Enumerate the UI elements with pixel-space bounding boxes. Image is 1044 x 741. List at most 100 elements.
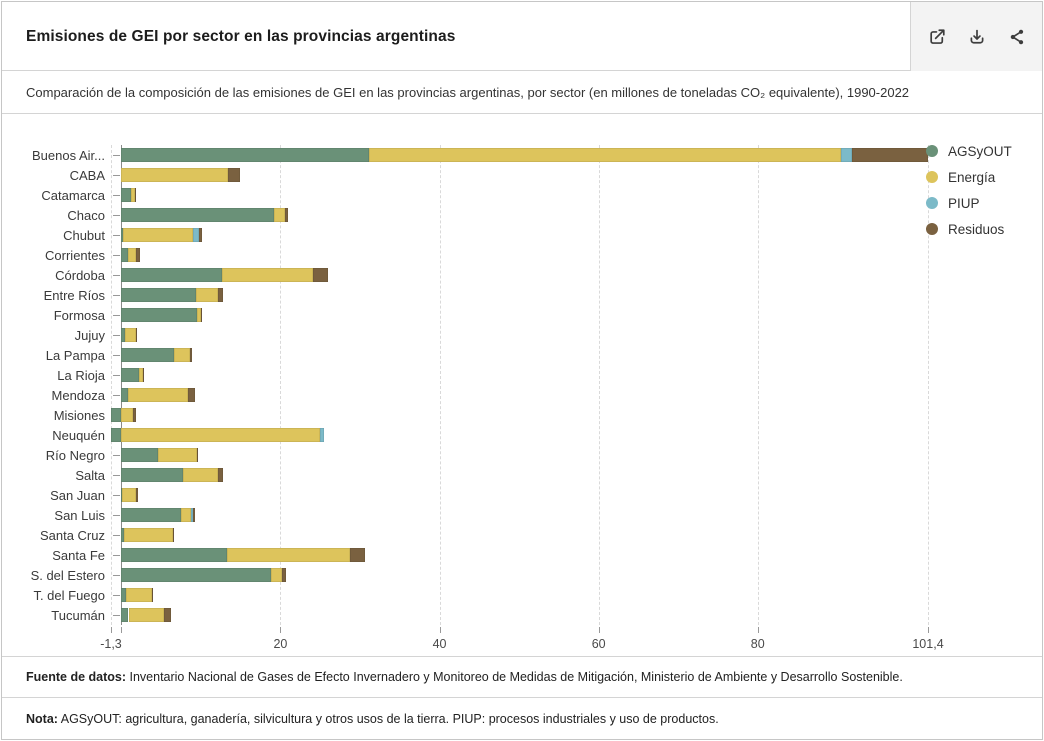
bar-segment-Residuos[interactable] [192, 508, 195, 522]
bar-segment-Energía[interactable] [368, 148, 842, 162]
bar-segment-Residuos[interactable] [218, 468, 224, 482]
bar-segment-PIUP[interactable] [191, 508, 193, 522]
bar-segment-AGSyOUT[interactable] [121, 208, 275, 222]
y-axis-tick [113, 495, 120, 496]
bar-segment-Energía[interactable] [270, 568, 282, 582]
bar-segment-PIUP[interactable] [192, 228, 200, 242]
row-label: Neuquén [52, 428, 105, 443]
bar-segment-Residuos[interactable] [188, 388, 196, 402]
bar-segment-Energía[interactable] [122, 488, 136, 502]
bar-segment-Energía[interactable] [122, 228, 193, 242]
bar-segment-AGSyOUT[interactable] [121, 188, 131, 202]
bar-segment-Residuos[interactable] [164, 608, 171, 622]
bar-segment-PIUP[interactable] [841, 148, 853, 162]
bar-segment-Residuos[interactable] [349, 548, 365, 562]
y-axis-tick [113, 535, 120, 536]
y-axis-tick [113, 255, 120, 256]
bar-segment-AGSyOUT[interactable] [121, 308, 197, 322]
row-label: Salta [75, 468, 105, 483]
bar-segment-Energía[interactable] [125, 328, 136, 342]
bar-segment-AGSyOUT[interactable] [121, 248, 128, 262]
bar-segment-Energía[interactable] [128, 608, 165, 622]
external-link-icon [929, 28, 945, 44]
bar-segment-AGSyOUT[interactable] [121, 368, 139, 382]
bar-segment-Residuos[interactable] [196, 448, 199, 462]
download-button[interactable] [966, 26, 988, 48]
bar-segment-Residuos[interactable] [285, 208, 289, 222]
y-axis-tick [113, 175, 120, 176]
row-label: S. del Estero [30, 568, 105, 583]
bar-segment-AGSyOUT[interactable] [121, 448, 158, 462]
bar-segment-Energía[interactable] [173, 348, 190, 362]
bar-segment-Residuos[interactable] [142, 368, 144, 382]
bar-segment-Residuos[interactable] [134, 188, 137, 202]
bar-segment-Residuos[interactable] [313, 268, 329, 282]
bar-segment-Energía[interactable] [221, 268, 314, 282]
bar-segment-Energía[interactable] [196, 308, 202, 322]
legend-swatch [926, 197, 938, 209]
bar-segment-AGSyOUT[interactable] [121, 488, 123, 502]
bar-segment-Energía[interactable] [196, 288, 219, 302]
bar-segment-AGSyOUT[interactable] [121, 228, 123, 242]
legend-label: AGSyOUT [948, 143, 1012, 159]
bar-segment-AGSyOUT[interactable] [121, 328, 126, 342]
y-axis-tick [113, 375, 120, 376]
row-label: Tucumán [51, 608, 105, 623]
bar-segment-AGSyOUT[interactable] [121, 388, 128, 402]
bar-segment-AGSyOUT[interactable] [121, 508, 181, 522]
bar-segment-Residuos[interactable] [199, 228, 202, 242]
bar-segment-AGSyOUT[interactable] [111, 428, 122, 442]
bar-segment-Residuos[interactable] [227, 168, 240, 182]
bar-segment-Energía[interactable] [127, 248, 137, 262]
bar-segment-Residuos[interactable] [173, 528, 175, 542]
bar-segment-Energía[interactable] [274, 208, 286, 222]
bar-segment-AGSyOUT[interactable] [121, 608, 129, 622]
bar-segment-Residuos[interactable] [133, 408, 137, 422]
bar-segment-Residuos[interactable] [136, 248, 141, 262]
row-label: Santa Cruz [39, 528, 105, 543]
bar-segment-AGSyOUT[interactable] [121, 588, 127, 602]
bar-segment-Energía[interactable] [121, 168, 228, 182]
bar-segment-AGSyOUT[interactable] [121, 348, 174, 362]
bar-segment-Residuos[interactable] [201, 308, 203, 322]
bar-segment-Energía[interactable] [121, 428, 321, 442]
page-title: Emisiones de GEI por sector en las provi… [26, 27, 456, 45]
bar-segment-Energía[interactable] [121, 408, 134, 422]
bar-segment-Energía[interactable] [126, 588, 152, 602]
bar-segment-AGSyOUT[interactable] [121, 568, 271, 582]
x-axis-tick [111, 627, 112, 633]
bar-segment-AGSyOUT[interactable] [121, 268, 222, 282]
bar-segment-AGSyOUT[interactable] [121, 468, 183, 482]
chart-plot: -1,3 20 40 60 80 101,4 [100, 145, 944, 651]
y-axis-tick [113, 395, 120, 396]
note-text: Nota: AGSyOUT: agricultura, ganadería, s… [26, 711, 719, 726]
open-external-button[interactable] [926, 26, 948, 48]
bar-segment-Residuos[interactable] [135, 488, 139, 502]
legend-label: Residuos [948, 221, 1005, 237]
share-button[interactable] [1006, 26, 1028, 48]
bar-segment-Energía[interactable] [123, 528, 174, 542]
bar-segment-Energía[interactable] [181, 508, 192, 522]
bar-segment-Residuos[interactable] [218, 288, 224, 302]
bar-segment-Residuos[interactable] [852, 148, 928, 162]
legend-label: PIUP [948, 195, 980, 211]
bar-segment-Energía[interactable] [127, 388, 189, 402]
bar-segment-Energía[interactable] [182, 468, 219, 482]
bar-segment-Energía[interactable] [227, 548, 350, 562]
bar-segment-AGSyOUT[interactable] [111, 408, 122, 422]
bar-segment-AGSyOUT[interactable] [121, 148, 369, 162]
row-label: Corrientes [45, 248, 105, 263]
row-label: Mendoza [51, 388, 105, 403]
bar-segment-Residuos[interactable] [135, 328, 138, 342]
bar-segment-PIUP[interactable] [320, 428, 325, 442]
bar-segment-Energía[interactable] [157, 448, 197, 462]
bar-segment-Residuos[interactable] [151, 588, 153, 602]
bar-segment-Energía[interactable] [138, 368, 143, 382]
bar-segment-Residuos[interactable] [189, 348, 193, 362]
row-label: San Juan [50, 488, 105, 503]
bar-segment-AGSyOUT[interactable] [121, 548, 228, 562]
bar-segment-AGSyOUT[interactable] [121, 288, 197, 302]
bar-segment-AGSyOUT[interactable] [121, 528, 124, 542]
bar-segment-Residuos[interactable] [281, 568, 286, 582]
bar-segment-Energía[interactable] [130, 188, 135, 202]
